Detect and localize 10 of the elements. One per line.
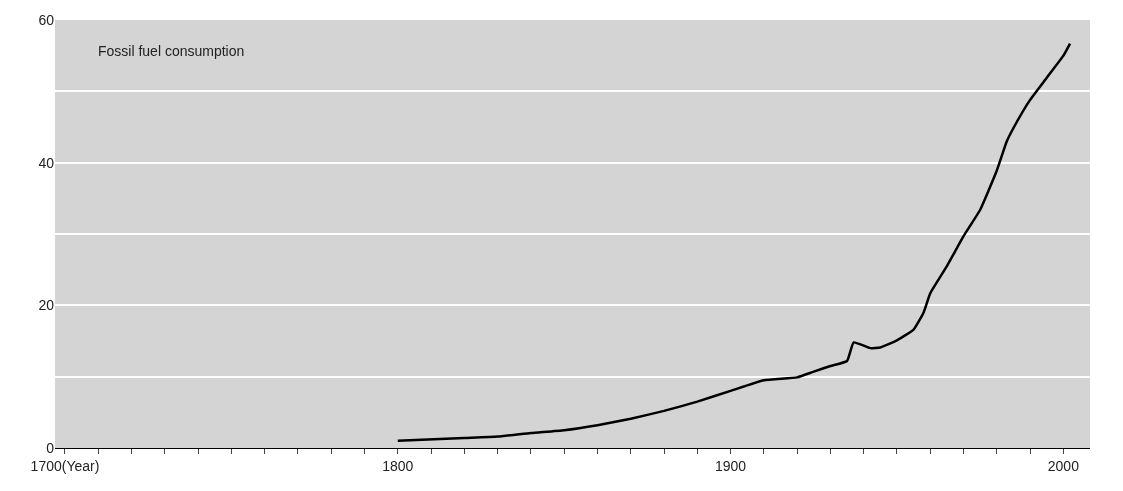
y-tick-label: 20: [38, 297, 55, 314]
x-tick-label: 1800: [382, 457, 414, 474]
y-tick-label: 40: [38, 154, 55, 171]
y-tick-label: 0: [46, 439, 55, 456]
line-series: [396, 42, 1072, 443]
x-tick-label: 1900: [715, 457, 747, 474]
y-tick-label: 60: [38, 11, 55, 28]
x-tick-label: 2000: [1047, 457, 1080, 474]
x-tick-label: 1700(Year): [30, 457, 100, 474]
annotation: Fossil fuel consumption: [98, 43, 245, 59]
